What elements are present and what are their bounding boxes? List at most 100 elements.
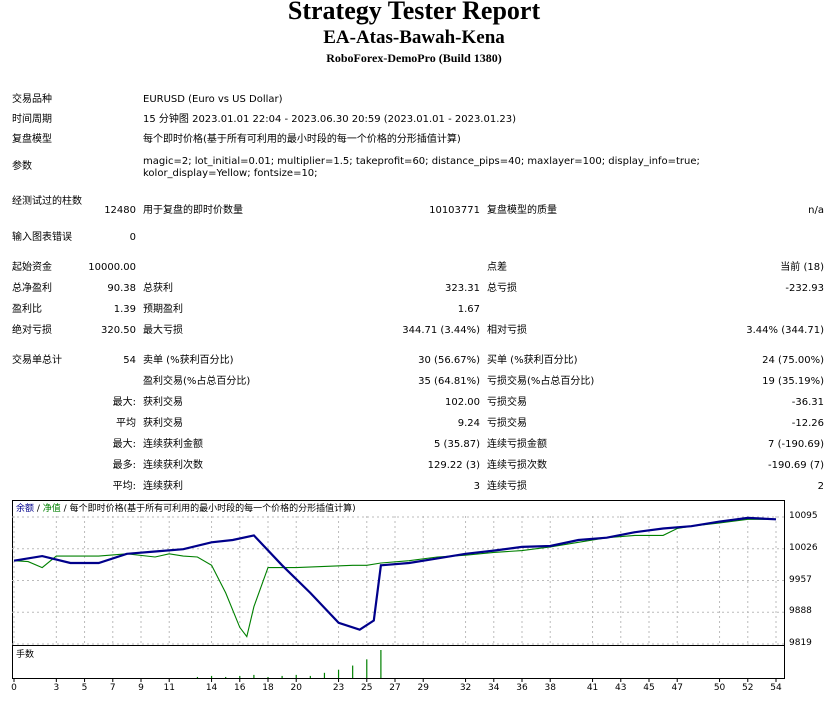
result-3-l3: 相对亏损: [487, 325, 527, 336]
result-1-v3: -232.93: [785, 283, 824, 294]
x-tick-label: 7: [109, 683, 116, 693]
x-tick-label: 36: [516, 683, 528, 693]
quality-label: 复盘模型的质量: [487, 205, 557, 216]
trade-1-v3: 19 (35.19%): [762, 376, 824, 387]
result-3-l2: 最大亏损: [143, 325, 183, 336]
trade-2-l3: 亏损交易: [487, 397, 527, 408]
x-tick-label: 27: [389, 683, 401, 693]
trade-5-l2: 连续获利次数: [143, 460, 203, 471]
x-tick-label: 9: [138, 683, 144, 693]
x-tick-label: 52: [742, 683, 754, 693]
result-2-l1: 盈利比: [12, 304, 42, 315]
x-tick-label: 20: [290, 683, 302, 693]
trade-3-l2: 获利交易: [143, 418, 183, 429]
result-3-v3: 3.44% (344.71): [746, 325, 824, 336]
x-tick-label: 47: [671, 683, 683, 693]
y-tick-label: 9957: [789, 574, 812, 585]
x-tick-label: 38: [544, 683, 556, 693]
period-label: 时间周期: [12, 114, 52, 125]
x-tick-label: 54: [770, 683, 782, 693]
trade-0-l1: 交易单总计: [12, 355, 62, 366]
x-tick-label: 34: [488, 683, 500, 693]
trade-6-l3: 连续亏损: [487, 481, 527, 492]
result-2-v2: 1.67: [457, 304, 480, 315]
trade-1-l2: 盈利交易(%占总百分比): [143, 376, 251, 387]
x-tick-label: 41: [586, 683, 599, 693]
model-label: 复盘模型: [12, 134, 52, 145]
x-tick-label: 23: [332, 683, 345, 693]
y-tick-label: 10026: [789, 542, 818, 553]
result-1-v1: 90.38: [107, 283, 136, 294]
errors-value: 0: [129, 232, 136, 243]
trade-3-v2: 9.24: [457, 418, 480, 429]
errors-label: 输入图表错误: [12, 232, 72, 243]
x-tick-label: 25: [361, 683, 373, 693]
result-1-l3: 总亏损: [487, 283, 517, 294]
x-tick-label: 3: [53, 683, 60, 693]
trade-4-v2: 5 (35.87): [434, 439, 480, 450]
x-tick-label: 16: [234, 683, 246, 693]
server-info: RoboForex-DemoPro (Build 1380): [326, 51, 502, 65]
report-title: Strategy Tester Report: [287, 0, 541, 25]
trade-4-l2: 连续获利金额: [143, 439, 203, 450]
x-tick-label: 50: [713, 683, 726, 693]
x-tick-label: 29: [417, 683, 429, 693]
trade-0-v3: 24 (75.00%): [762, 355, 824, 366]
x-tick-label: 45: [643, 683, 655, 693]
result-1-l2: 总获利: [143, 283, 173, 294]
result-2-l2: 预期盈利: [143, 304, 183, 315]
trade-4-v3: 7 (-190.69): [768, 439, 824, 450]
params-value: magic=2; lot_initial=0.01; multiplier=1.…: [143, 156, 700, 179]
chart-legend: 余额 / 净值 / 每个即时价格(基于所有可利用的最小时段的每一个价格的分形插值…: [16, 503, 356, 515]
trade-4-l3: 连续亏损金额: [487, 439, 547, 450]
volume-chart: [12, 646, 785, 679]
trade-6-v3: 2: [817, 481, 824, 492]
trade-3-v1: 平均: [116, 418, 136, 429]
result-0-l3: 点差: [487, 262, 507, 273]
legend-separator: /: [60, 504, 70, 514]
bars-value: 12480: [104, 205, 136, 216]
trade-6-v1: 平均:: [112, 481, 136, 492]
y-tick-label: 9888: [789, 606, 812, 617]
legend-model: 每个即时价格(基于所有可利用的最小时段的每一个价格的分形插值计算): [69, 504, 356, 514]
result-2-v1: 1.39: [113, 304, 136, 315]
legend-separator: /: [34, 504, 43, 514]
trade-5-v1: 最多:: [112, 460, 136, 471]
trade-5-v3: -190.69 (7): [768, 460, 824, 471]
trade-1-v2: 35 (64.81%): [418, 376, 480, 387]
x-tick-label: 18: [262, 683, 274, 693]
result-3-v2: 344.71 (3.44%): [402, 325, 480, 336]
trade-3-l3: 亏损交易: [487, 418, 527, 429]
params-label: 参数: [12, 161, 32, 172]
trade-0-l3: 买单 (%获利百分比): [487, 355, 578, 366]
symbol-value: EURUSD (Euro vs US Dollar): [143, 94, 283, 105]
trade-0-l2: 卖单 (%获利百分比): [143, 355, 234, 366]
ticks-label: 用于复盘的即时价数量: [143, 205, 243, 216]
trade-0-v2: 30 (56.67%): [418, 355, 480, 366]
period-value: 15 分钟图 2023.01.01 22:04 - 2023.06.30 20:…: [143, 114, 517, 125]
model-value: 每个即时价格(基于所有可利用的最小时段的每一个价格的分形插值计算): [143, 134, 461, 145]
legend-balance: 余额: [16, 504, 35, 514]
trade-4-v1: 最大:: [112, 439, 136, 450]
bars-label: 经测试过的柱数: [12, 196, 82, 207]
x-tick-label: 5: [81, 683, 88, 693]
x-tick-label: 0: [11, 683, 17, 693]
y-tick-label: 9819: [789, 638, 812, 648]
x-tick-label: 11: [163, 683, 175, 693]
balance-line: [13, 516, 777, 631]
result-0-v3: 当前 (18): [780, 262, 824, 273]
legend-equity: 净值: [42, 504, 61, 514]
y-tick-label: 10095: [789, 511, 818, 521]
trade-2-v3: -36.31: [791, 397, 824, 408]
trade-5-v2: 129.22 (3): [427, 460, 480, 471]
trade-0-v1: 54: [123, 355, 136, 366]
trade-6-v2: 3: [473, 481, 480, 492]
trade-2-l2: 获利交易: [143, 397, 183, 408]
result-3-l1: 绝对亏损: [12, 325, 52, 336]
x-tick-label: 32: [459, 683, 472, 693]
balance-chart: [12, 500, 785, 646]
result-1-l1: 总净盈利: [12, 283, 52, 294]
result-0-v1: 10000.00: [88, 262, 136, 273]
result-0-l1: 起始资金: [12, 262, 52, 273]
